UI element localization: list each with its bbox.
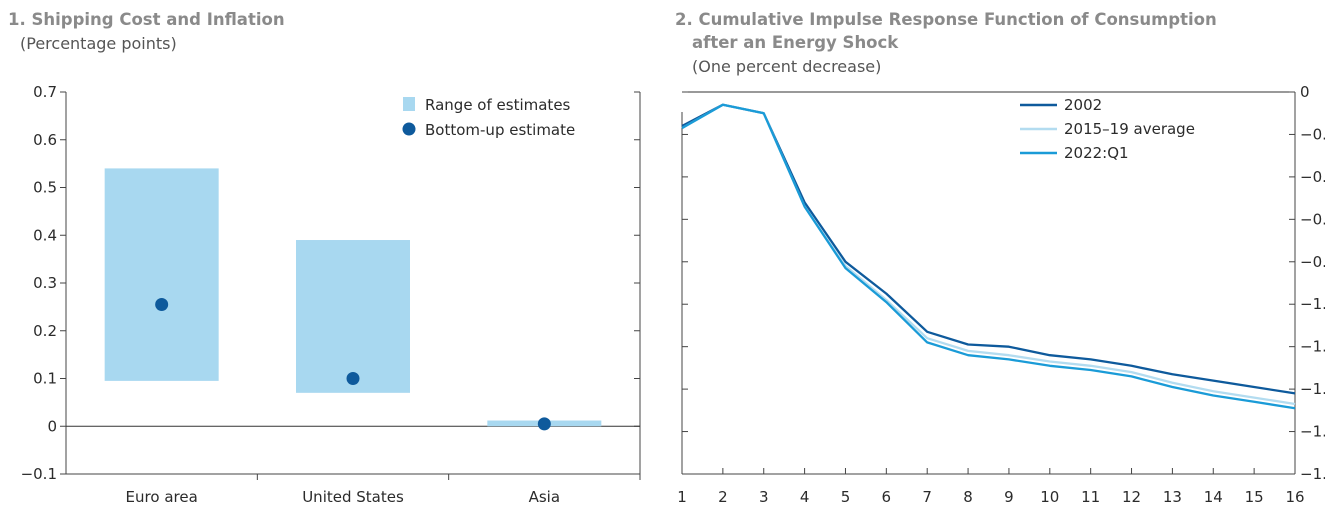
- chart2-xtick-label: 7: [922, 488, 932, 506]
- chart2-xtick-label: 15: [1245, 488, 1264, 506]
- chart2-ytick-label: −1.8: [1300, 465, 1325, 483]
- chart1-point: [155, 297, 169, 311]
- chart1-xtick-label: Euro area: [126, 488, 198, 506]
- chart2-legend-label: 2022:Q1: [1064, 144, 1129, 162]
- chart1-legend-swatch-range: [403, 97, 415, 111]
- chart2-xtick-label: 3: [759, 488, 769, 506]
- chart2-xtick-label: 2: [718, 488, 728, 506]
- chart2-ytick-label: −0.8: [1300, 253, 1325, 271]
- chart2-plot: 0−0.2−0.4−0.6−0.8−1.0−1.2−1.4−1.6−1.8123…: [677, 83, 1325, 506]
- chart2-series-line: [681, 103, 1296, 410]
- chart1-ytick-label: 0.2: [33, 322, 57, 340]
- chart2-xtick-label: 4: [800, 488, 810, 506]
- chart1-legend-label-range: Range of estimates: [425, 96, 571, 114]
- chart1-xtick-label: United States: [302, 488, 404, 506]
- chart1-subtitle: (Percentage points): [20, 34, 177, 53]
- chart2-ytick-label: 0: [1300, 83, 1310, 101]
- chart2-ytick-label: −0.2: [1300, 125, 1325, 143]
- chart2-ytick-label: −1.4: [1300, 380, 1325, 398]
- chart1-ytick-label: 0: [47, 417, 57, 435]
- chart2-legend-label: 2002: [1064, 96, 1102, 114]
- chart2-xtick-label: 14: [1204, 488, 1223, 506]
- chart1-range-bar: [104, 168, 219, 381]
- chart2-title-line2: after an Energy Shock: [692, 33, 899, 52]
- chart2-xtick-label: 13: [1163, 488, 1182, 506]
- chart1-ytick-label: 0.4: [33, 226, 57, 244]
- chart1-xtick-label: Asia: [529, 488, 560, 506]
- chart2-ytick-label: −1.0: [1300, 295, 1325, 313]
- chart2-xtick-label: 12: [1122, 488, 1141, 506]
- chart1-range-bar: [296, 240, 410, 393]
- chart1-plot: −0.1 0 0.1 0.2 0.3 0.4 0.5 0.6 0.7 Euro area Unite…: [21, 83, 641, 506]
- chart1-ytick-label: −0.1: [21, 465, 57, 483]
- chart2-ytick-label: −0.6: [1300, 210, 1325, 228]
- chart1-legend-label-point: Bottom-up estimate: [425, 121, 575, 139]
- chart2-xtick-label: 8: [963, 488, 973, 506]
- chart2-xtick-label: 10: [1040, 488, 1059, 506]
- chart1-ytick-label: 0.1: [33, 370, 57, 388]
- chart2-ytick-label: −1.2: [1300, 338, 1325, 356]
- chart1-ytick-label: 0.6: [33, 131, 57, 149]
- chart2-ytick-label: −0.4: [1300, 168, 1325, 186]
- chart2-title-line1: 2. Cumulative Impulse Response Function …: [675, 10, 1217, 29]
- chart2-series-line: [681, 103, 1296, 395]
- chart2-xtick-label: 11: [1081, 488, 1100, 506]
- chart1-ytick-label: 0.5: [33, 179, 57, 197]
- chart1-legend-swatch-point: [402, 122, 416, 136]
- chart2-ytick-label: −1.6: [1300, 423, 1325, 441]
- chart2-legend-label: 2015–19 average: [1064, 120, 1195, 138]
- chart1-ytick-label: 0.7: [33, 83, 57, 101]
- chart1-point: [346, 372, 360, 385]
- chart2-xtick-label: 9: [1004, 488, 1014, 506]
- chart2-subtitle: (One percent decrease): [692, 57, 881, 76]
- chart2-xtick-label: 16: [1285, 488, 1304, 506]
- chart2-xtick-label: 5: [841, 488, 851, 506]
- chart1-title: 1. Shipping Cost and Inflation: [8, 10, 285, 29]
- chart1-point: [537, 417, 551, 431]
- chart2-xtick-label: 6: [882, 488, 892, 506]
- chart2-series-line: [681, 103, 1296, 406]
- chart2-xtick-label: 1: [677, 488, 687, 506]
- chart1-ytick-label: 0.3: [33, 274, 57, 292]
